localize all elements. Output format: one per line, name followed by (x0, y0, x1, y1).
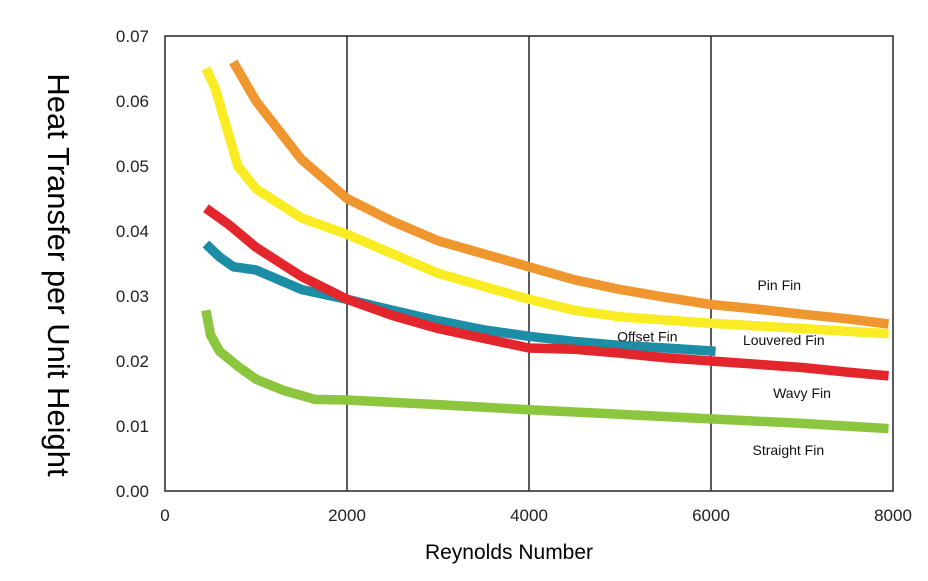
series-annotation: Wavy Fin (773, 385, 831, 401)
series-line-wavy-fin (203, 204, 889, 381)
series-line-straight-fin (201, 309, 889, 434)
x-axis-label: Reynolds Number (424, 541, 594, 564)
y-tick-label: 0.03 (116, 287, 149, 306)
x-tick-label: 4000 (510, 506, 548, 525)
y-tick-label: 0.06 (116, 92, 149, 111)
series-line-louvered-fin (201, 66, 889, 339)
series-annotation: Straight Fin (753, 442, 825, 458)
y-tick-label: 0.04 (116, 222, 149, 241)
series-annotation: Offset Fin (617, 328, 677, 344)
x-tick-label: 8000 (874, 506, 912, 525)
y-axis-label: Heat Transfer per Unit Height (41, 73, 76, 477)
y-tick-label: 0.01 (116, 417, 149, 436)
x-tick-labels: 0 2000 4000 6000 8000 (160, 506, 912, 525)
y-tick-label: 0.07 (116, 27, 149, 46)
series-lines (201, 59, 890, 434)
series-annotation: Pin Fin (757, 277, 801, 293)
series-line-pin-fin (229, 59, 890, 329)
y-tick-labels: 0.00 0.01 0.02 0.03 0.04 0.05 0.06 0.07 (116, 27, 149, 501)
y-tick-label: 0.00 (116, 482, 149, 501)
annotations: Pin Fin Offset Fin Louvered Fin Wavy Fin Str… (617, 277, 831, 458)
x-tick-label: 6000 (692, 506, 730, 525)
x-tick-label: 0 (160, 506, 169, 525)
series-annotation: Louvered Fin (743, 332, 825, 348)
y-tick-label: 0.02 (116, 352, 149, 371)
y-tick-label: 0.05 (116, 157, 149, 176)
x-tick-label: 2000 (328, 506, 366, 525)
series-line-offset-fin (202, 240, 716, 357)
